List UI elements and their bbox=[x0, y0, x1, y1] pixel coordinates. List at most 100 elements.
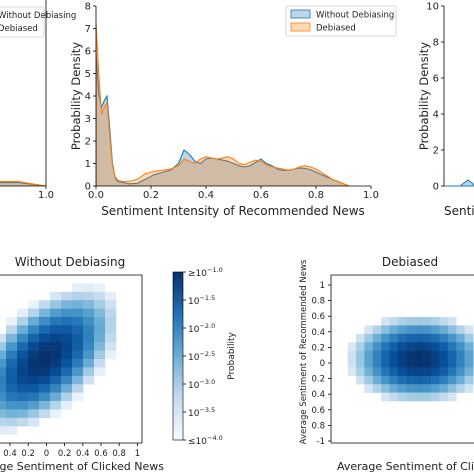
heatmap-left-cell bbox=[28, 317, 40, 326]
heatmap-right-cell bbox=[389, 392, 399, 402]
left-area-without-debiasing bbox=[0, 181, 46, 186]
center-area-without-debiasing bbox=[96, 53, 350, 186]
center-x-label: Sentiment Intensity of Recommended News bbox=[101, 204, 365, 218]
colorbar-tick-label: 10−3.0 bbox=[188, 378, 215, 391]
heatmap-right-cell bbox=[406, 359, 415, 368]
heatmap-left-cell bbox=[61, 401, 73, 410]
heatmap-left-cell bbox=[72, 375, 84, 385]
heatmap-right-cell bbox=[456, 325, 465, 335]
heatmap-left-cell bbox=[17, 317, 29, 326]
heatmap-left-cell bbox=[17, 359, 29, 368]
heatmap-left-cell bbox=[28, 409, 40, 419]
heatmap-right-cell bbox=[364, 350, 374, 360]
heatmap-right-cell bbox=[381, 367, 390, 377]
heatmap-right-cell bbox=[439, 384, 449, 393]
heatmap-right-cell bbox=[397, 342, 407, 351]
heatmap-left-cell bbox=[0, 426, 7, 435]
heatmap-left-cell bbox=[28, 375, 40, 385]
heatmap-right-cell bbox=[439, 359, 449, 368]
heatmap-right-cell bbox=[456, 367, 465, 377]
heatmap-right-y-tick-label: 0.2 bbox=[311, 343, 325, 353]
heatmap-right-y-tick-label: -1 bbox=[317, 437, 325, 447]
heatmap-left-cell bbox=[28, 401, 40, 410]
heatmap-left-cell bbox=[94, 317, 106, 326]
heatmap-right-cell bbox=[406, 342, 415, 351]
heatmap-left-cell bbox=[0, 417, 7, 427]
heatmap-left-cell bbox=[17, 392, 29, 402]
heatmap-left-cell bbox=[50, 375, 62, 385]
heatmap-right-cell bbox=[381, 375, 390, 385]
heatmap-right-cell bbox=[456, 375, 465, 385]
heatmap-left-cell bbox=[28, 342, 40, 351]
heatmap-right-cell bbox=[456, 333, 465, 343]
heatmap-left-x-tick-label: 0.2 bbox=[21, 449, 35, 459]
heatmap-right-cell bbox=[356, 375, 365, 385]
legend-swatch-debiased bbox=[290, 22, 311, 32]
heatmap-right-cell bbox=[447, 392, 457, 402]
heatmap-right-cell bbox=[472, 342, 474, 351]
heatmap-left-cell bbox=[50, 291, 62, 301]
heatmap-left-cell bbox=[6, 401, 18, 410]
heatmap-right-cell bbox=[464, 384, 474, 393]
colorbar-tick-label: 10−2.5 bbox=[188, 350, 215, 363]
heatmap-left-cell bbox=[39, 300, 51, 309]
heatmap-left-cell bbox=[72, 350, 84, 360]
heatmap-right-cell bbox=[422, 350, 432, 360]
heatmap-left-cell bbox=[83, 367, 95, 377]
heatmap-right-y-tick-label: 0.6 bbox=[311, 312, 325, 322]
center-area-debiased bbox=[96, 23, 350, 186]
heatmap-right-cell bbox=[422, 367, 432, 377]
heatmap-right-cell bbox=[372, 384, 382, 393]
heatmap-left-cell bbox=[0, 409, 7, 419]
heatmap-right-cell bbox=[439, 350, 449, 360]
heatmap-left-cell bbox=[39, 342, 51, 351]
heatmap-left-cell bbox=[6, 350, 18, 360]
heatmap-left-cell bbox=[6, 333, 18, 343]
heatmap-left-cell bbox=[50, 317, 62, 326]
heatmap-right-cell bbox=[447, 350, 457, 360]
heatmap-left-cell bbox=[94, 300, 106, 309]
heatmap-left-cell bbox=[83, 308, 95, 318]
heatmap-right-cell bbox=[389, 333, 399, 343]
panel-right-partial: 0 2 4 6 8 10 Probability Density Senti bbox=[417, 2, 474, 218]
heatmap-left-cell bbox=[39, 392, 51, 402]
left-legend-label-debiased: Debiased bbox=[0, 24, 38, 34]
heatmap-left-cell bbox=[6, 375, 18, 385]
heatmap-left-cell bbox=[61, 308, 73, 318]
heatmap-left-cell bbox=[17, 375, 29, 385]
heatmap-right-cell bbox=[447, 384, 457, 393]
colorbar-tick-exponent: −3.0 bbox=[199, 378, 215, 386]
heatmap-left-cell bbox=[28, 359, 40, 368]
heatmap-left-x-tick-label: 0.4 bbox=[76, 449, 90, 459]
heatmap-right-cell bbox=[406, 317, 415, 326]
heatmap-left-cell bbox=[39, 375, 51, 385]
heatmap-left-cell bbox=[28, 417, 40, 427]
heatmap-right-cell bbox=[381, 317, 390, 326]
heatmap-right-cell bbox=[397, 359, 407, 368]
heatmap-right-cell bbox=[431, 342, 440, 351]
heatmap-left-title: Without Debiasing bbox=[15, 255, 125, 269]
heatmap-left-cell bbox=[17, 409, 29, 419]
heatmap-left-cell bbox=[83, 317, 95, 326]
heatmap-left-cell bbox=[0, 392, 7, 402]
right-y-tick-label: 8 bbox=[433, 38, 439, 49]
heatmap-left-cell bbox=[6, 317, 18, 326]
heatmap-left-cell bbox=[50, 308, 62, 318]
left-area-debiased bbox=[0, 180, 46, 186]
heatmap-left-cell bbox=[61, 325, 73, 335]
center-y-tick-label: 7 bbox=[85, 24, 91, 35]
left-legend-label-without: Without Debiasing bbox=[0, 11, 76, 21]
heatmap-right-cell bbox=[439, 375, 449, 385]
heatmap-left-x-tick-label: 0.4 bbox=[3, 449, 17, 459]
heatmap-right-cell bbox=[356, 350, 365, 360]
heatmap-left-cell bbox=[17, 333, 29, 343]
heatmap-right-cell bbox=[464, 342, 474, 351]
heatmap-left-cell bbox=[72, 359, 84, 368]
heatmap-left-cell bbox=[39, 308, 51, 318]
heatmap-right-cell bbox=[397, 317, 407, 326]
colorbar-tick-exponent: −4.0 bbox=[207, 434, 223, 442]
left-legend: Without Debiasing Debiased bbox=[0, 6, 76, 38]
heatmap-left-cell bbox=[6, 342, 18, 351]
heatmap-left-cell bbox=[50, 359, 62, 368]
heatmap-right-cells bbox=[347, 317, 474, 402]
